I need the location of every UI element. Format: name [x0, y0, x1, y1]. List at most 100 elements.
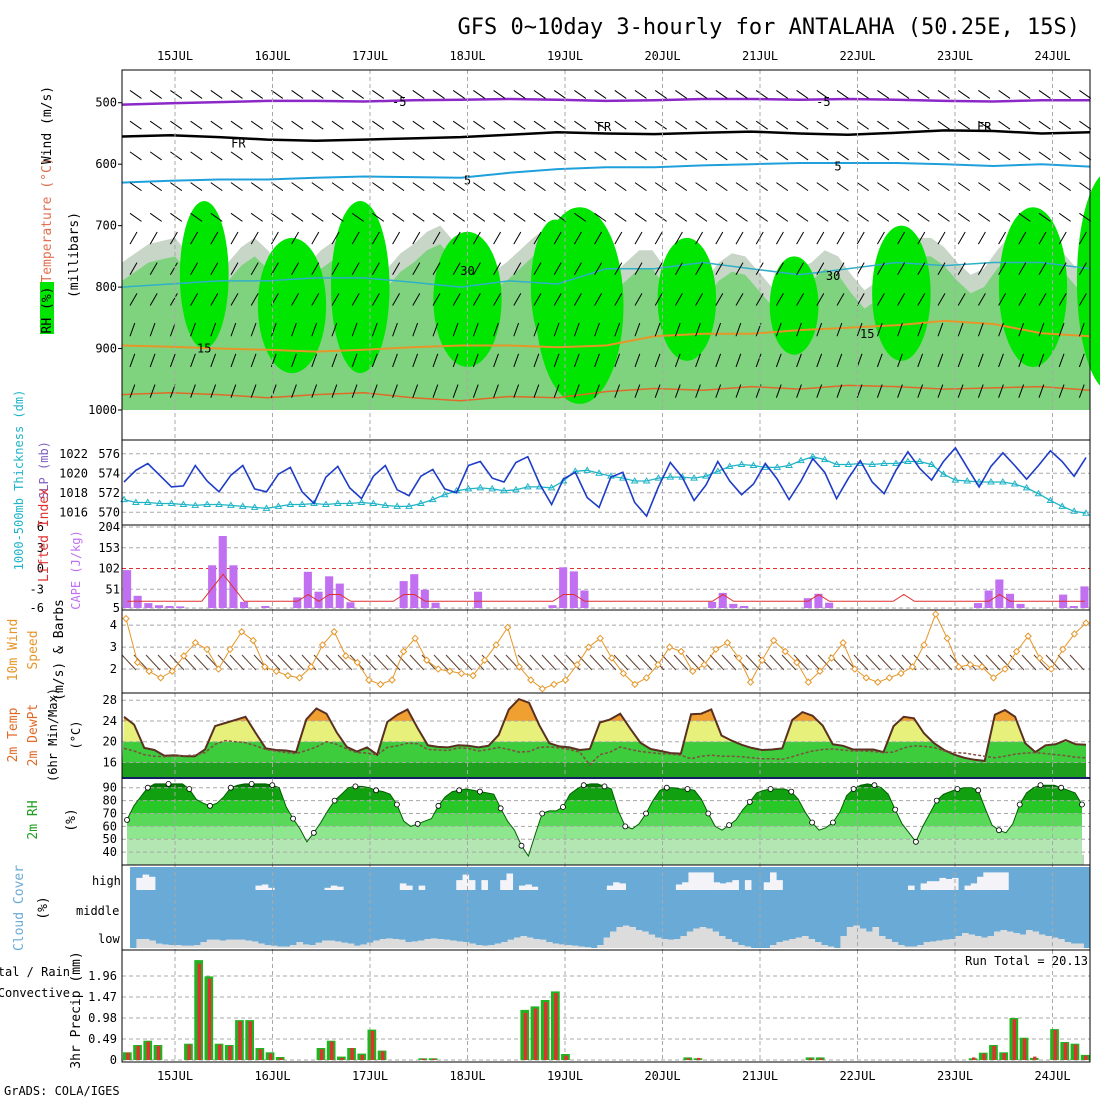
- surface-wind-barb: [325, 654, 341, 671]
- wind-speed-point: [1047, 665, 1056, 673]
- thickness-point: [678, 473, 687, 480]
- wind-barb: [1018, 90, 1031, 99]
- low-cloud-bar: [264, 945, 272, 948]
- high-cloud-bar: [619, 883, 626, 890]
- wind-barb: [634, 293, 643, 306]
- thickness-point: [179, 500, 188, 507]
- high-cloud-bar: [675, 884, 683, 890]
- temp-ylabel-line1: 2m Temp: [6, 707, 21, 762]
- wind-speed-point: [654, 660, 662, 669]
- high-cloud-bar: [324, 887, 332, 890]
- wind-speed-point: [1059, 645, 1067, 654]
- temp-ylabel-line2: 2m DewPt: [26, 704, 41, 767]
- low-cloud-bar: [597, 945, 604, 948]
- wind-barb: [270, 231, 279, 245]
- wind-barb: [1058, 384, 1065, 398]
- wind-speed-point: [203, 645, 211, 654]
- high-cloud-bar: [970, 883, 978, 890]
- low-cloud-bar: [437, 939, 444, 948]
- rh-saturated-area: [179, 201, 229, 349]
- wind-barb: [897, 212, 910, 222]
- wind-speed-point: [619, 669, 628, 678]
- wind-barb: [876, 231, 885, 245]
- wind-speed-point: [284, 671, 292, 680]
- wind-barb: [937, 384, 944, 398]
- surface-wind-barb: [529, 654, 545, 671]
- wind-speed-point: [966, 660, 975, 669]
- precip-convective-bar: [350, 1048, 354, 1060]
- li-tick-label: 0: [37, 562, 44, 576]
- low-cloud-bar: [795, 937, 803, 948]
- date-tick-label: 15JUL: [157, 49, 193, 63]
- wind-barb: [836, 353, 843, 368]
- wind-barb: [432, 231, 441, 245]
- cape-bar: [335, 583, 344, 608]
- wind-speed-point: [712, 645, 720, 654]
- lifted-index-ylabel: Lifted Index: [37, 488, 52, 582]
- wind-barb: [715, 120, 728, 130]
- wind-barb: [473, 182, 486, 192]
- wind-barb: [149, 90, 162, 99]
- wind-barb: [735, 182, 748, 192]
- thickness-point: [417, 499, 425, 506]
- wind-barb: [998, 182, 1011, 192]
- wind-speed-point: [689, 667, 697, 675]
- date-tick-label: 17JUL: [352, 49, 388, 63]
- low-cloud-bar: [827, 946, 835, 948]
- wind-barb: [715, 231, 724, 245]
- wind-barb: [594, 262, 603, 276]
- high-cloud-bar: [713, 882, 721, 890]
- low-cloud-bar: [232, 939, 240, 948]
- high-cloud-bar: [700, 872, 708, 890]
- wind-barb: [452, 262, 461, 276]
- wind-barb: [856, 182, 869, 192]
- wind-barb: [230, 353, 237, 368]
- surface-wind-barb: [745, 654, 761, 671]
- rh-point: [1016, 801, 1023, 808]
- precip-convective-bar: [187, 1044, 191, 1060]
- wind-speed-point: [145, 667, 153, 675]
- surface-wind-barb: [169, 654, 185, 671]
- low-cloud-bar: [942, 939, 950, 948]
- temperature-panel: 16 20 24 28 2m Temp 2m DewPt (6hr Min/Max) (°C)…: [6, 688, 1091, 782]
- wind-barb: [371, 231, 380, 245]
- wind-barb: [998, 353, 1004, 368]
- wind-barb: [917, 151, 930, 161]
- rh-point: [954, 786, 961, 792]
- high-cloud-bar: [268, 887, 275, 890]
- wind-barb: [897, 293, 906, 306]
- wind-barb: [654, 151, 667, 161]
- wind-barb: [311, 262, 320, 276]
- rh-point: [227, 784, 234, 791]
- wind-barb: [937, 322, 944, 337]
- cape-bar: [474, 591, 483, 608]
- wind-barb: [614, 262, 623, 276]
- wind-barb: [816, 90, 829, 99]
- wind-barb: [190, 293, 199, 306]
- low-cloud-bar: [731, 942, 739, 948]
- rh-point: [165, 781, 172, 787]
- wind-speed-point: [214, 665, 223, 673]
- wind-speed-point: [503, 623, 512, 632]
- wind-speed-point: [735, 654, 743, 662]
- low-cloud-bar: [725, 939, 732, 948]
- surface-wind-barb: [985, 654, 1001, 671]
- wind-tick-label: 3: [110, 640, 117, 654]
- rh-point: [684, 786, 691, 792]
- wind-speed-point: [249, 636, 257, 645]
- bottom-date-axis: 15JUL 16JUL 17JUL 18JUL 19JUL 20JUL 21JUL 22JUL…: [157, 1069, 1071, 1083]
- wind-barb: [634, 231, 643, 245]
- wind-barb: [473, 212, 486, 222]
- wind-barb: [735, 151, 748, 161]
- wind-barb: [897, 151, 910, 161]
- surface-wind-barb: [865, 654, 881, 671]
- low-cloud-bar: [955, 936, 963, 948]
- low-cloud-bar: [1077, 943, 1084, 948]
- wind-barb: [674, 231, 683, 245]
- low-cloud-bar: [334, 941, 342, 948]
- wind-barb: [170, 151, 183, 161]
- low-cloud-bar: [802, 936, 809, 948]
- wind-speed-point: [191, 639, 200, 647]
- wind-barb: [392, 182, 405, 192]
- precip-convective-bar: [523, 1012, 528, 1060]
